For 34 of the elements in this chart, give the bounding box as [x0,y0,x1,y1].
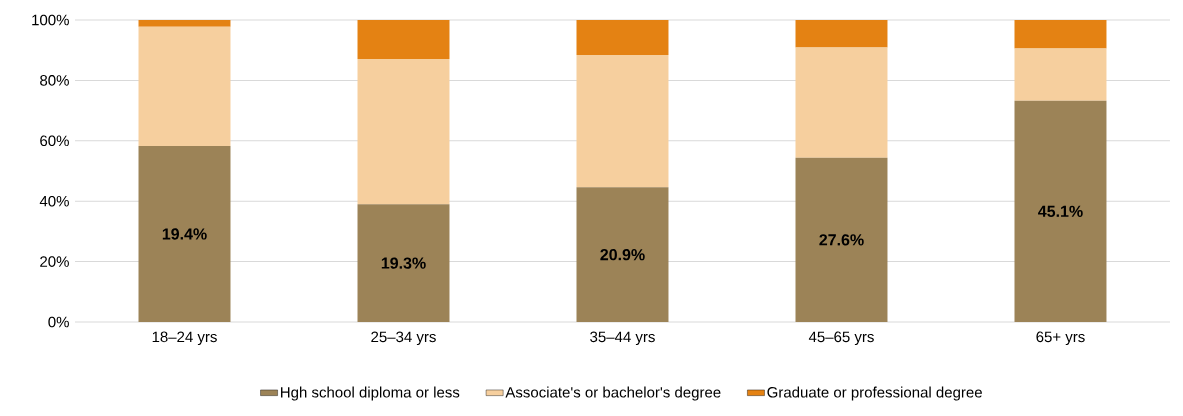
annotation: 27.6% [819,234,864,246]
bar [576,187,669,322]
bar [357,20,450,59]
bar [795,157,888,322]
bar [357,58,450,205]
bar [138,145,231,322]
y-tick-label: 80% [40,75,69,86]
bar [1014,48,1107,101]
y-tick-label: 20% [40,256,69,267]
bar [1014,20,1107,49]
bar [576,55,669,188]
bar [357,204,450,322]
y-tick-label: 100% [32,14,69,26]
y-tick-label: 60% [40,135,69,147]
bar [138,20,231,27]
bar [576,20,669,56]
x-tick-label: 18–24 yrs [152,331,217,346]
bar [795,47,888,158]
y-tick-label: 40% [39,195,69,207]
annotation: 19.3% [381,257,426,269]
bar [795,20,888,48]
x-tick-label: 65+ yrs [1036,331,1085,346]
bar [1014,100,1107,322]
bar [138,26,231,146]
y-tick-label: 0% [48,316,69,328]
annotation: 19.4% [162,228,207,240]
x-tick-label: 25–34 yrs [371,331,436,346]
legend-label: Associate's or bachelor's degree [505,386,721,401]
x-tick-label: 35–44 yrs [590,331,655,346]
x-tick-label: 45–65 yrs [808,331,874,346]
annotation: 45.1% [1038,205,1083,217]
legend-label: Hgh school diploma or less [281,386,460,401]
legend-label: Graduate or professional degree [767,386,982,401]
annotation: 20.9% [600,249,645,261]
